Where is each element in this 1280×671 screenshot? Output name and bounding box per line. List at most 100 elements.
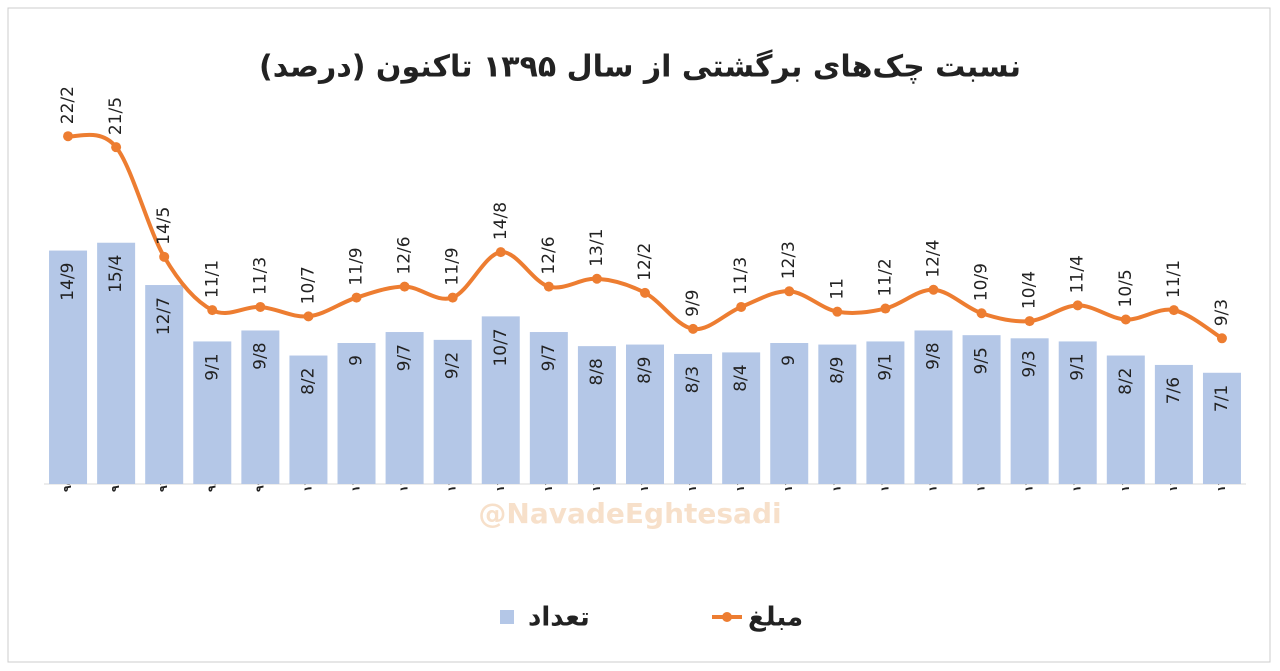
- bar-value-label: 7/1: [1212, 385, 1232, 412]
- line-value-label: 11/4: [1068, 255, 1088, 293]
- line-point: [640, 287, 650, 298]
- line-point: [1120, 314, 1131, 325]
- line-point: [976, 308, 987, 319]
- line-point: [207, 305, 218, 316]
- line-value-label: 11/9: [347, 247, 367, 285]
- bar: [770, 343, 809, 484]
- line-point: [303, 311, 314, 322]
- legend-label: تعداد: [528, 603, 590, 633]
- line-value-label: 11/1: [1164, 260, 1184, 298]
- line-point: [399, 281, 410, 292]
- line-value-label: 14/5: [154, 207, 174, 245]
- bar: [241, 330, 280, 484]
- line-point: [63, 131, 74, 142]
- line-value-label: 14/8: [491, 202, 511, 240]
- watermark: @NavadeEghtesadi: [478, 497, 781, 530]
- bar-value-label: 9/7: [539, 344, 559, 371]
- line-point: [784, 286, 795, 297]
- line-value-label: 11/1: [202, 260, 222, 298]
- bar: [529, 332, 568, 484]
- line-point: [111, 142, 122, 153]
- line-point: [159, 251, 170, 262]
- bar: [1106, 355, 1145, 484]
- bar-value-label: 9/3: [1020, 350, 1040, 377]
- bar-value-label: 9/1: [202, 353, 222, 380]
- line-point: [832, 306, 843, 317]
- legend-swatch: [500, 610, 514, 624]
- bar-value-label: 10/7: [491, 328, 511, 366]
- bar-value-label: 9/8: [923, 342, 943, 369]
- bar: [626, 344, 664, 484]
- line-point: [1168, 305, 1179, 316]
- line-point: [255, 301, 266, 312]
- bar: [97, 242, 136, 484]
- line-point: [591, 273, 602, 284]
- line-point: [928, 284, 939, 295]
- bar: [289, 355, 328, 484]
- bar: [1202, 372, 1241, 484]
- bar-value-label: 9/1: [875, 353, 895, 380]
- line-point: [495, 247, 506, 258]
- line-value-label: 9/3: [1212, 299, 1232, 326]
- legend-label: مبلغ: [748, 603, 803, 633]
- bar-value-label: 9/7: [395, 344, 415, 371]
- bar: [49, 250, 88, 484]
- line-value-label: 12/6: [539, 236, 559, 274]
- bar: [481, 316, 520, 484]
- line-value-label: 22/2: [58, 86, 78, 124]
- bar-value-label: 9/2: [443, 352, 463, 379]
- line-value-label: 12/2: [635, 243, 655, 281]
- line-value-label: 11/2: [875, 258, 895, 296]
- bar-value-label: 8/8: [587, 358, 607, 385]
- line-point: [447, 292, 458, 303]
- line-value-label: 11/3: [250, 257, 270, 295]
- line-value-label: 10/7: [298, 266, 318, 304]
- line-point: [543, 281, 554, 292]
- bar: [962, 335, 1001, 484]
- line-value-label: 9/9: [683, 290, 703, 317]
- bar: [674, 353, 713, 484]
- bar: [722, 352, 761, 484]
- line-value-label: 21/5: [106, 97, 126, 135]
- line-value-label: 11/9: [443, 247, 463, 285]
- bar-value-label: 12/7: [154, 297, 174, 335]
- line-point: [880, 303, 891, 314]
- line-value-label: 10/9: [972, 263, 992, 301]
- bar-value-label: 9/5: [972, 347, 992, 374]
- bar: [1154, 364, 1193, 484]
- bar-value-label: 15/4: [106, 255, 126, 293]
- chart-title: نسبت چک‌های برگشتی از سال ۱۳۹۵ تاکنون (د…: [259, 49, 1021, 85]
- line-point: [688, 323, 699, 334]
- bar-value-label: 8/2: [1116, 368, 1136, 395]
- line-value-label: 11/3: [731, 257, 751, 295]
- bar-value-label: 8/9: [635, 357, 655, 384]
- bar-value-label: 8/3: [683, 366, 703, 393]
- bar: [193, 341, 232, 484]
- bar: [385, 332, 424, 484]
- bar: [145, 285, 184, 484]
- line-point: [1072, 300, 1083, 311]
- bar-value-label: 14/9: [58, 263, 78, 301]
- bar-value-label: 8/4: [731, 364, 751, 391]
- bar: [914, 330, 953, 484]
- bar: [818, 344, 857, 484]
- line-value-label: 12/4: [923, 240, 943, 278]
- bar-value-label: 8/2: [298, 368, 318, 395]
- bar-value-label: 9: [779, 355, 799, 366]
- bar-value-label: 7/6: [1164, 377, 1184, 404]
- bar-value-label: 9/8: [250, 342, 270, 369]
- line-value-label: 12/6: [395, 236, 415, 274]
- bar: [337, 343, 376, 484]
- line-value-label: 10/5: [1116, 269, 1136, 307]
- bar: [433, 339, 472, 484]
- frame: [7, 7, 1271, 663]
- line-point: [351, 292, 362, 303]
- line-value-label: 10/4: [1020, 271, 1040, 309]
- line-point: [1216, 333, 1227, 344]
- line-point: [1024, 316, 1035, 327]
- bar-value-label: 8/9: [827, 357, 847, 384]
- bar: [1010, 338, 1049, 484]
- line-value-label: 11: [827, 278, 847, 300]
